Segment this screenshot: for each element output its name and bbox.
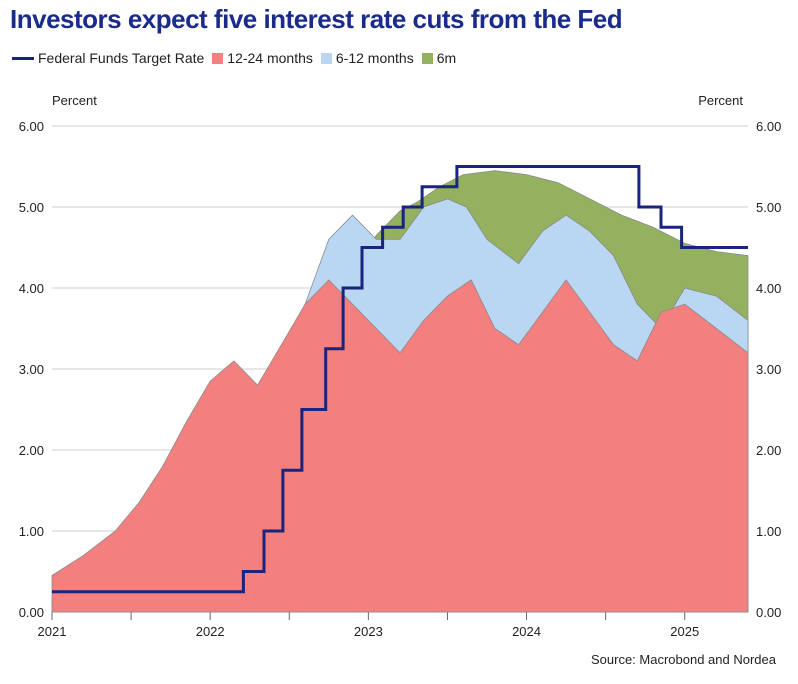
y-tick-label-right: 2.00 [756, 443, 781, 458]
legend-line-swatch [12, 56, 34, 60]
x-tick-label: 2023 [354, 624, 383, 639]
legend-swatch [212, 52, 224, 64]
y-tick-label-left: 1.00 [19, 524, 44, 539]
y-tick-label-left: 2.00 [19, 443, 44, 458]
x-tick-label: 2022 [196, 624, 225, 639]
legend: Federal Funds Target Rate 12-24 months 6… [12, 50, 464, 66]
y-tick-label-left: 3.00 [19, 362, 44, 377]
y-tick-label-right: 6.00 [756, 119, 781, 134]
y-tick-label-left: 4.00 [19, 281, 44, 296]
y-tick-label-left: 5.00 [19, 200, 44, 215]
y-axis-label-left: Percent [52, 93, 97, 108]
chart-title: Investors expect five interest rate cuts… [10, 4, 623, 34]
x-tick-label: 2024 [512, 624, 541, 639]
legend-label: Federal Funds Target Rate [38, 50, 205, 66]
y-axis-label-right: Percent [698, 93, 743, 108]
legend-label: 12-24 months [227, 50, 313, 66]
source-note: Source: Macrobond and Nordea [590, 652, 776, 667]
y-tick-label-left: 6.00 [19, 119, 44, 134]
legend-label: 6-12 months [335, 50, 414, 66]
legend-swatch [320, 52, 332, 64]
y-tick-label-left: 0.00 [19, 605, 44, 620]
legend-item-12-24m: 12-24 months [212, 50, 313, 66]
y-tick-label-right: 4.00 [756, 281, 781, 296]
legend-item-6m: 6m [421, 50, 457, 66]
y-tick-label-right: 3.00 [756, 362, 781, 377]
x-tick-label: 2025 [670, 624, 699, 639]
y-tick-label-right: 0.00 [756, 605, 781, 620]
y-tick-label-right: 1.00 [756, 524, 781, 539]
legend-item-fed-funds: Federal Funds Target Rate [12, 50, 204, 66]
line-federal-funds-target-rate [52, 165, 748, 594]
legend-item-6-12m: 6-12 months [320, 50, 414, 66]
legend-label: 6m [436, 50, 457, 66]
area-12-24-months [51, 279, 749, 613]
legend-swatch [421, 52, 433, 64]
x-tick-label: 2021 [38, 624, 67, 639]
y-tick-label-right: 5.00 [756, 200, 781, 215]
